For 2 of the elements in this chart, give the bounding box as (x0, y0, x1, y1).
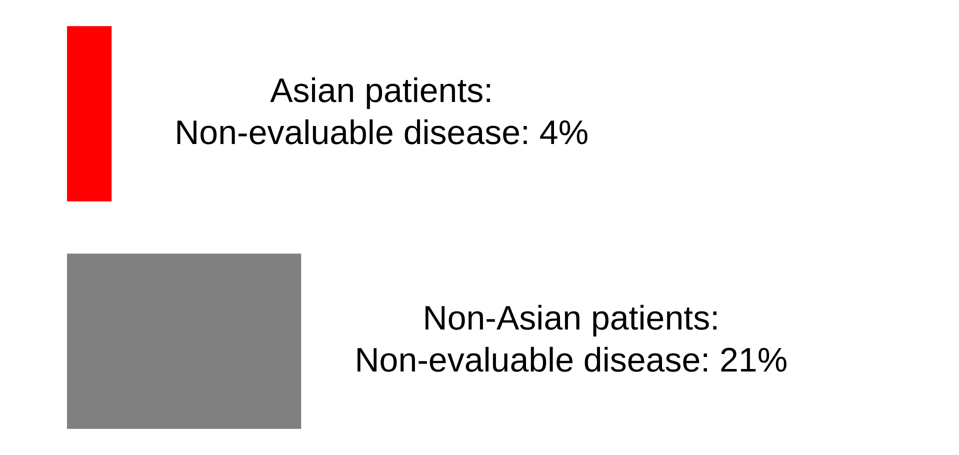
data-label: Non-Asian patients: Non-evaluable disease: 21% (354, 300, 788, 380)
data-label: Asian patients: Non-evaluable disease: 4% (174, 72, 589, 152)
